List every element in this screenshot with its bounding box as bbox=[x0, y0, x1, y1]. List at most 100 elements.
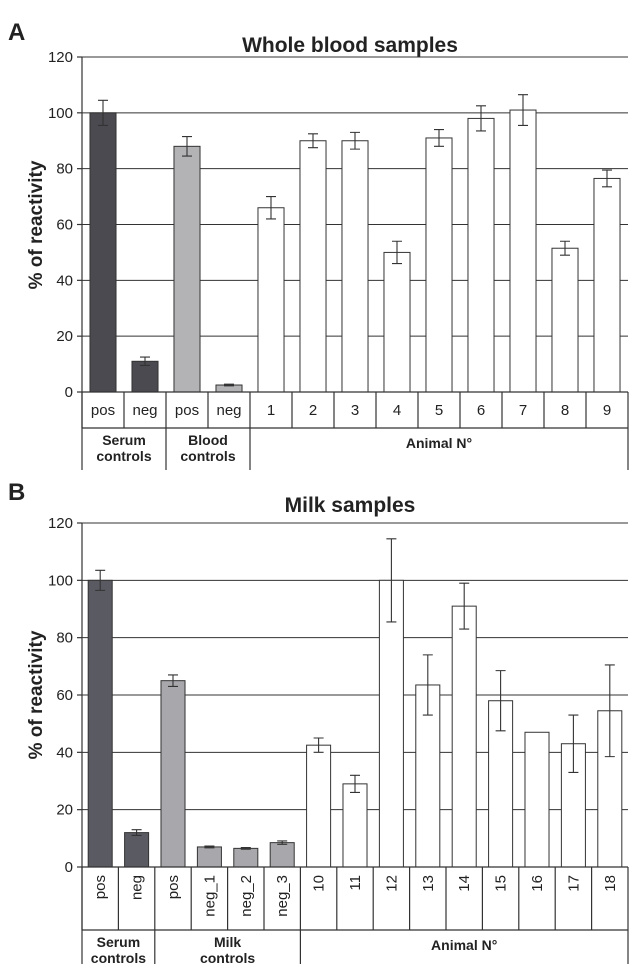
category-label-15: 15 bbox=[493, 875, 510, 892]
y-tick-label-40: 40 bbox=[56, 272, 73, 289]
bar-12 bbox=[378, 579, 404, 868]
group-label-controls: controls bbox=[200, 950, 255, 966]
bar-6 bbox=[467, 117, 495, 393]
bar-4 bbox=[383, 251, 411, 393]
chart-title-b: Milk samples bbox=[285, 494, 416, 517]
category-label-pos: pos bbox=[92, 875, 109, 899]
error-bar-neg_2 bbox=[240, 846, 251, 850]
category-label-neg_2: neg_2 bbox=[238, 875, 255, 917]
y-tick-label-0: 0 bbox=[65, 384, 73, 401]
y-tick-label-80: 80 bbox=[56, 630, 73, 647]
error-bars-a bbox=[98, 94, 612, 387]
group-label-serum: Serum bbox=[97, 934, 141, 950]
error-bar-3 bbox=[350, 131, 360, 150]
bar-pos bbox=[173, 145, 201, 393]
category-label-17: 17 bbox=[565, 875, 582, 892]
bar-14 bbox=[451, 605, 477, 868]
bar-2 bbox=[299, 140, 327, 393]
axes-b bbox=[81, 523, 628, 930]
error-bar-8 bbox=[560, 240, 570, 256]
error-bar-pos bbox=[98, 99, 108, 126]
y-tick-label-80: 80 bbox=[56, 161, 73, 178]
bars-b bbox=[87, 579, 623, 868]
y-tick-label-120: 120 bbox=[48, 49, 73, 66]
bar-9 bbox=[593, 177, 621, 393]
category-label-pos: pos bbox=[165, 875, 182, 899]
panel-letter-a: A bbox=[8, 19, 25, 46]
error-bar-neg bbox=[224, 383, 234, 387]
y-ticks-b: 0 20 40 60 80 100 120 bbox=[48, 515, 82, 876]
bar-pos bbox=[87, 579, 113, 868]
error-bar-neg_3 bbox=[277, 840, 288, 845]
category-label-12: 12 bbox=[383, 875, 400, 892]
category-label-16: 16 bbox=[529, 875, 546, 892]
bar-3 bbox=[341, 140, 369, 393]
category-label-neg: neg bbox=[129, 875, 146, 900]
category-label-14: 14 bbox=[456, 875, 473, 892]
error-bar-11 bbox=[350, 774, 360, 794]
error-bar-7 bbox=[518, 94, 528, 126]
chart-title-a: Whole blood samples bbox=[242, 34, 458, 57]
error-bar-12 bbox=[386, 538, 397, 623]
group-label-controls: controls bbox=[91, 950, 146, 966]
category-label-13: 13 bbox=[420, 875, 437, 892]
error-bar-pos bbox=[182, 136, 192, 157]
bar-neg_3 bbox=[269, 842, 295, 868]
y-tick-label-100: 100 bbox=[48, 572, 73, 589]
bar-neg bbox=[124, 832, 150, 868]
group-label-blood: Blood bbox=[188, 432, 228, 448]
group-label-animal-n-: Animal N° bbox=[406, 435, 472, 451]
category-label-9: 9 bbox=[603, 402, 611, 419]
bar-1 bbox=[257, 207, 285, 393]
y-tick-label-60: 60 bbox=[56, 217, 73, 234]
category-label-neg: neg bbox=[216, 402, 241, 419]
panel-a-whole-blood-chart: A Whole blood samples % of reactivity 0 2… bbox=[8, 19, 629, 470]
category-label-pos: pos bbox=[175, 402, 199, 419]
y-tick-label-60: 60 bbox=[56, 687, 73, 704]
group-label-controls: controls bbox=[180, 448, 235, 464]
bars-a bbox=[89, 109, 621, 393]
error-bar-neg bbox=[140, 356, 150, 367]
error-bar-neg bbox=[131, 829, 142, 837]
category-label-8: 8 bbox=[561, 402, 569, 419]
panel-b-milk-chart: B Milk samples % of reactivity 0 20 40 60 80… bbox=[8, 479, 629, 966]
bar-7 bbox=[509, 109, 537, 393]
error-bar-6 bbox=[476, 105, 486, 132]
panel-letter-b: B bbox=[8, 479, 25, 506]
bar-5 bbox=[425, 137, 453, 393]
category-label-neg: neg bbox=[132, 402, 157, 419]
group-label-controls: controls bbox=[96, 448, 151, 464]
bar-pos bbox=[160, 680, 186, 868]
category-label-18: 18 bbox=[602, 875, 619, 892]
error-bar-pos bbox=[95, 569, 106, 591]
bar-neg_2 bbox=[233, 847, 259, 868]
category-label-6: 6 bbox=[477, 402, 485, 419]
axes-a bbox=[81, 57, 628, 428]
group-label-serum: Serum bbox=[102, 432, 146, 448]
bar-11 bbox=[342, 783, 368, 868]
error-bar-15 bbox=[495, 670, 506, 732]
y-tick-label-20: 20 bbox=[56, 802, 73, 819]
error-bars-b bbox=[95, 538, 615, 850]
y-tick-label-20: 20 bbox=[56, 328, 73, 345]
category-label-neg_3: neg_3 bbox=[274, 875, 291, 917]
error-bar-17 bbox=[568, 714, 579, 773]
error-bar-pos bbox=[168, 674, 178, 687]
error-bar-neg_1 bbox=[204, 845, 215, 849]
bar-10 bbox=[306, 744, 332, 868]
y-axis-label-b: % of reactivity bbox=[26, 630, 47, 759]
error-bar-4 bbox=[392, 240, 402, 265]
category-label-neg_1: neg_1 bbox=[201, 875, 218, 917]
category-label-3: 3 bbox=[351, 402, 359, 419]
y-ticks-a: 0 20 40 60 80 100 120 bbox=[48, 49, 82, 401]
error-bar-2 bbox=[308, 133, 318, 149]
category-label-1: 1 bbox=[267, 402, 275, 419]
group-label-animal-n-: Animal N° bbox=[431, 937, 497, 953]
group-label-milk: Milk bbox=[214, 934, 241, 950]
category-label-7: 7 bbox=[519, 402, 527, 419]
error-bar-14 bbox=[459, 582, 470, 630]
y-axis-label-a: % of reactivity bbox=[26, 160, 47, 289]
